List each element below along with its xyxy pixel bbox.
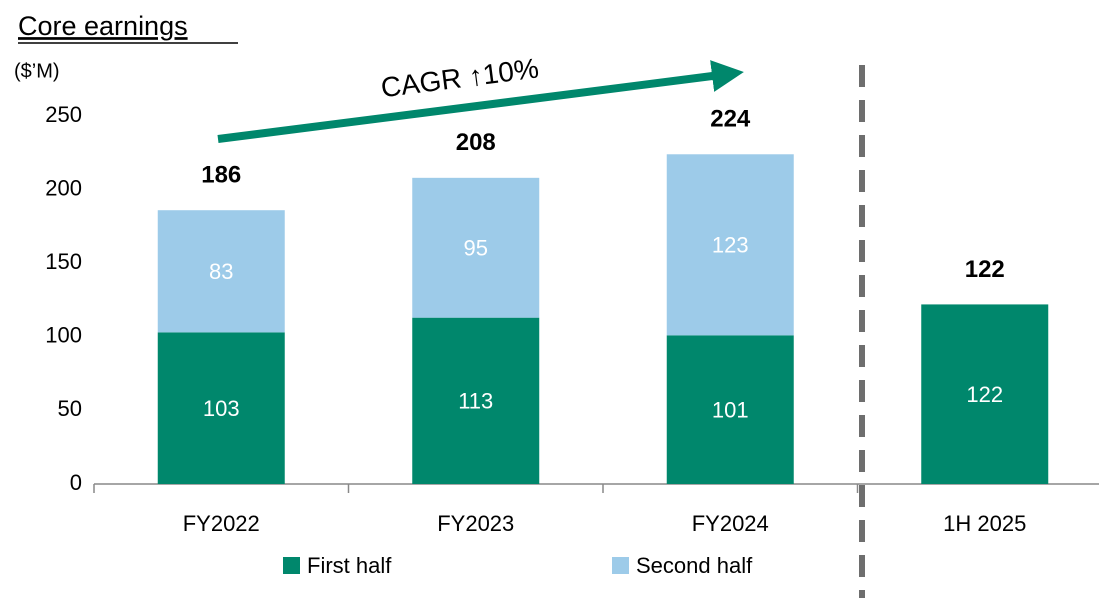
total-label: 208: [456, 129, 496, 156]
y-tick-label: 0: [70, 470, 82, 495]
bar: [412, 177, 540, 318]
x-tick-label: FY2022: [183, 511, 260, 536]
bar: [412, 317, 540, 484]
x-tick-label: FY2024: [692, 511, 769, 536]
legend-label: First half: [307, 553, 392, 578]
bar-value-label: 95: [464, 236, 488, 261]
cagr-arrow: [217, 60, 744, 143]
bar: [666, 154, 794, 336]
total-label: 122: [965, 256, 1005, 283]
y-axis-label: ($’M): [14, 60, 60, 82]
y-tick-label: 150: [45, 249, 82, 274]
y-tick-label: 200: [45, 175, 82, 200]
chart-title: Core earnings: [18, 11, 188, 41]
bar-value-label: 83: [209, 259, 233, 284]
y-tick-label: 250: [45, 102, 82, 127]
bar-value-label: 122: [966, 382, 1003, 407]
x-tick-label: 1H 2025: [943, 511, 1026, 536]
legend-label: Second half: [636, 553, 753, 578]
bar: [921, 304, 1049, 484]
total-label: 186: [201, 162, 241, 189]
total-label: 224: [710, 106, 751, 133]
bar: [666, 335, 794, 484]
bar-value-label: 113: [458, 389, 493, 414]
bar-value-label: 103: [203, 396, 240, 421]
bar-value-label: 101: [712, 397, 749, 422]
bar-value-label: 123: [712, 233, 749, 258]
legend-swatch: [283, 557, 300, 574]
legend-swatch: [612, 557, 629, 574]
bar: [157, 210, 285, 333]
bar: [157, 332, 285, 484]
y-tick-label: 100: [45, 323, 82, 348]
annotation: CAGR ↑10%: [379, 52, 540, 103]
x-tick-label: FY2023: [437, 511, 514, 536]
y-tick-label: 50: [58, 396, 82, 421]
